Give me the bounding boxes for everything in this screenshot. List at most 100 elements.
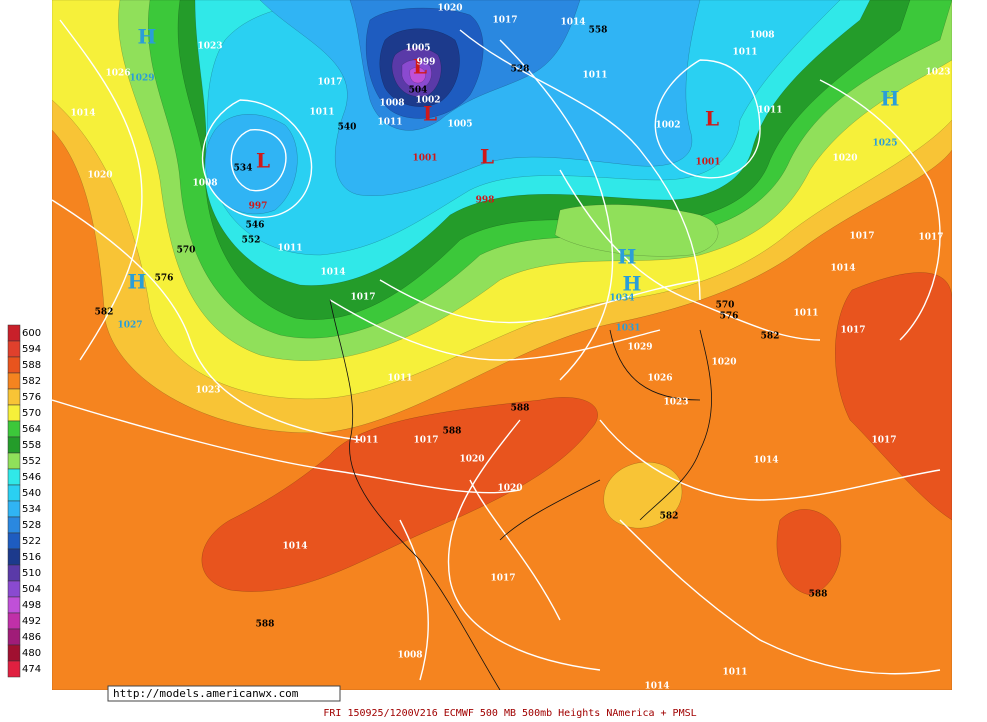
isobar-label: 1014 (320, 268, 345, 278)
height-label: 546 (246, 221, 265, 231)
isobar (559, 169, 821, 341)
low-center: L (413, 55, 427, 79)
isobar-label: 1011 (722, 668, 747, 678)
low-center: L (256, 149, 270, 173)
isobar-label: 1017 (490, 574, 515, 584)
isobar-label: 1014 (282, 542, 307, 552)
legend-swatch (7, 420, 21, 438)
isobar-label: 1020 (711, 358, 736, 368)
legend-label: 498 (22, 600, 41, 611)
height-label: 558 (589, 26, 608, 36)
legend-swatch (7, 452, 21, 470)
low-value: 1001 (412, 154, 437, 164)
isobar (447, 419, 601, 671)
isobar-label: 1008 (397, 651, 422, 661)
legend-swatch (7, 404, 21, 422)
isobar-label: 1020 (87, 171, 112, 181)
map-labels: HHHHHLLLLL102910271025103410319971001998… (70, 4, 950, 692)
isobar-label: 1008 (379, 99, 404, 109)
legend-swatch (7, 500, 21, 518)
coastline (329, 299, 501, 690)
isobar (230, 128, 287, 192)
contour-group (52, 19, 941, 690)
isobar (499, 39, 614, 381)
isobar (819, 79, 941, 341)
high-center: H (138, 25, 157, 49)
coastline (639, 329, 712, 521)
height-zone (201, 397, 598, 592)
legend-label: 582 (22, 376, 41, 387)
isobar-label: 1017 (840, 326, 865, 336)
isobar-label: 1002 (415, 96, 440, 106)
legend-label: 564 (22, 424, 41, 435)
isobar (329, 299, 661, 361)
legend-label: 522 (22, 536, 41, 547)
isobar-label: 1011 (732, 48, 757, 58)
legend-label: 594 (22, 344, 41, 355)
low-center: L (423, 102, 437, 126)
low-value: 997 (249, 202, 268, 212)
high-center: H (128, 270, 147, 294)
legend-swatch (7, 548, 21, 566)
isobar-label: 1020 (437, 4, 462, 14)
isobar-label: 1023 (197, 42, 222, 52)
legend-swatch (7, 628, 21, 646)
height-label: 576 (155, 274, 174, 284)
height-label: 582 (95, 308, 114, 318)
height-label: 540 (338, 123, 357, 133)
legend-swatch (7, 596, 21, 614)
low-center: L (705, 107, 719, 131)
legend-swatch (7, 644, 21, 662)
height-label: 582 (660, 512, 679, 522)
legend-label: 540 (22, 488, 41, 499)
isobar-label: 1011 (793, 309, 818, 319)
isobar-label: 1011 (582, 71, 607, 81)
height-label: 588 (809, 590, 828, 600)
high-center: H (623, 272, 642, 296)
legend-label: 558 (22, 440, 41, 451)
isobar (52, 399, 521, 494)
legend-label: 510 (22, 568, 41, 579)
legend-label: 486 (22, 632, 41, 643)
isobar-label: 1023 (663, 398, 688, 408)
isobar-label: 1023 (925, 68, 950, 78)
legend-swatch (7, 356, 21, 374)
high-value: 1031 (615, 324, 640, 334)
legend-swatch (7, 388, 21, 406)
isobar-label: 1011 (387, 374, 412, 384)
isobar-label: 1014 (560, 18, 585, 28)
coastline (499, 479, 601, 541)
isobar-label: 1005 (447, 120, 472, 130)
legend-label: 534 (22, 504, 41, 515)
height-label: 552 (242, 236, 261, 246)
height-zones (52, 0, 952, 690)
isobar-label: 1017 (849, 232, 874, 242)
isobar-label: 1017 (350, 293, 375, 303)
height-label: 588 (511, 404, 530, 414)
isobar-label: 1011 (353, 436, 378, 446)
height-label: 582 (761, 332, 780, 342)
legend-swatch (7, 468, 21, 486)
isobar-label: 1026 (105, 69, 130, 79)
url-box (107, 685, 341, 702)
height-label: 570 (716, 301, 735, 311)
isobar-label: 1017 (413, 436, 438, 446)
isobar-label: 1014 (753, 456, 778, 466)
low-value: 1001 (695, 158, 720, 168)
legend-label: 546 (22, 472, 41, 483)
height-label: 570 (177, 246, 196, 256)
isobar-label: 1014 (70, 109, 95, 119)
legend-swatch (7, 612, 21, 630)
height-zone (205, 114, 298, 215)
height-zone (835, 272, 952, 521)
low-value: 998 (476, 196, 495, 206)
height-zone (776, 509, 842, 596)
legend-label: 492 (22, 616, 41, 627)
low-center: L (480, 145, 494, 169)
isobar (469, 479, 561, 621)
isobar-label: 1017 (317, 78, 342, 88)
legend-swatch (7, 532, 21, 550)
height-zone (409, 67, 426, 84)
isobar-label: 1017 (492, 16, 517, 26)
